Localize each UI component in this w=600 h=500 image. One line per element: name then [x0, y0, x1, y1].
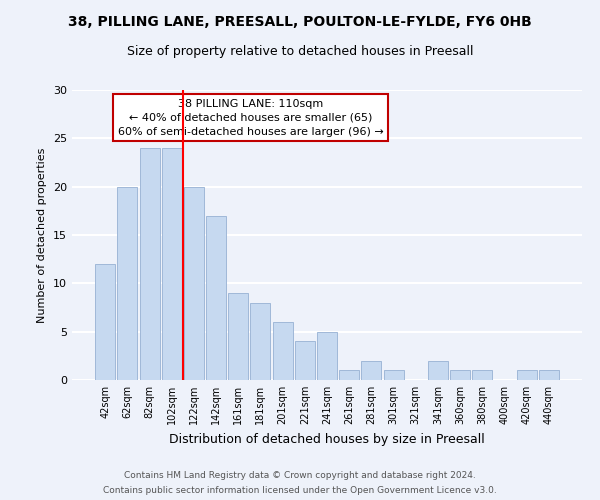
- X-axis label: Distribution of detached houses by size in Preesall: Distribution of detached houses by size …: [169, 432, 485, 446]
- Bar: [184, 186, 204, 380]
- Y-axis label: Number of detached properties: Number of detached properties: [37, 148, 47, 322]
- Bar: [250, 302, 271, 380]
- Bar: [295, 342, 315, 380]
- Bar: [517, 370, 536, 380]
- Bar: [272, 322, 293, 380]
- Text: 38 PILLING LANE: 110sqm
← 40% of detached houses are smaller (65)
60% of semi-de: 38 PILLING LANE: 110sqm ← 40% of detache…: [118, 98, 383, 136]
- Text: Contains HM Land Registry data © Crown copyright and database right 2024.: Contains HM Land Registry data © Crown c…: [124, 471, 476, 480]
- Bar: [450, 370, 470, 380]
- Bar: [95, 264, 115, 380]
- Bar: [428, 360, 448, 380]
- Bar: [339, 370, 359, 380]
- Bar: [140, 148, 160, 380]
- Bar: [162, 148, 182, 380]
- Text: Size of property relative to detached houses in Preesall: Size of property relative to detached ho…: [127, 45, 473, 58]
- Bar: [361, 360, 382, 380]
- Bar: [317, 332, 337, 380]
- Text: Contains public sector information licensed under the Open Government Licence v3: Contains public sector information licen…: [103, 486, 497, 495]
- Bar: [472, 370, 492, 380]
- Bar: [118, 186, 137, 380]
- Text: 38, PILLING LANE, PREESALL, POULTON-LE-FYLDE, FY6 0HB: 38, PILLING LANE, PREESALL, POULTON-LE-F…: [68, 15, 532, 29]
- Bar: [206, 216, 226, 380]
- Bar: [539, 370, 559, 380]
- Bar: [383, 370, 404, 380]
- Bar: [228, 293, 248, 380]
